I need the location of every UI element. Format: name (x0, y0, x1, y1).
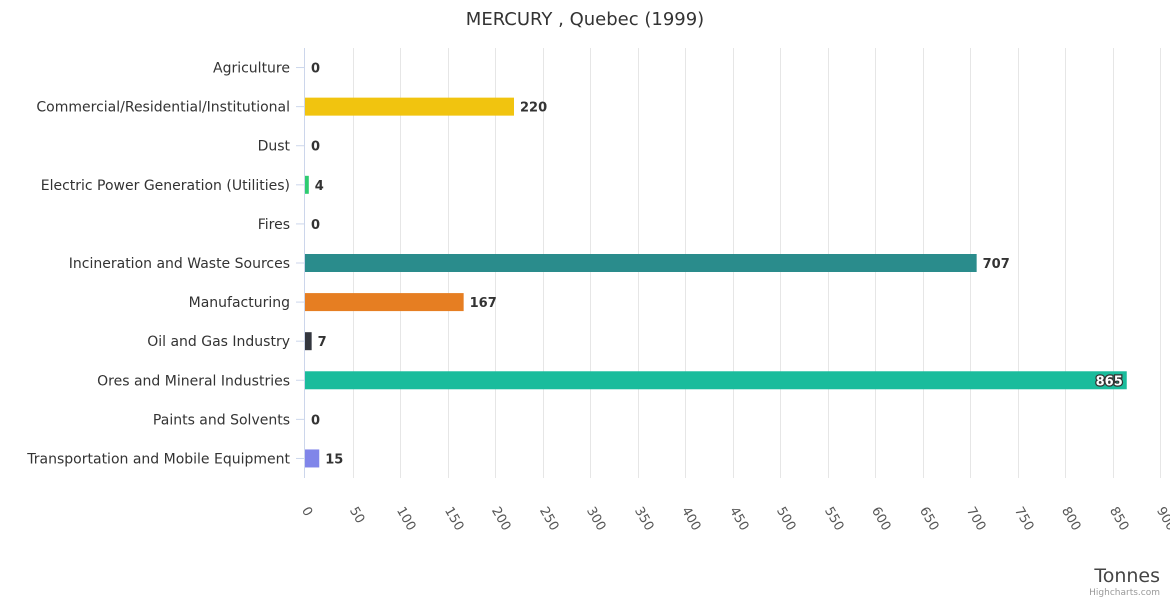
chart-title: MERCURY , Quebec (1999) (466, 9, 704, 30)
tick-label-250: 250 (536, 505, 561, 534)
category-label-10: Transportation and Mobile Equipment (26, 451, 290, 467)
data-label-1: 220 (520, 101, 547, 116)
category-label-9: Paints and Solvents (153, 412, 290, 428)
value-axis-ticks: 0 50 100 150 200 250 300 350 400 450 500 550 600 650 7… (298, 505, 1170, 534)
tick-label-550: 550 (821, 505, 846, 534)
tick-label-200: 200 (488, 505, 513, 534)
tick-label-0: 0 (298, 505, 315, 520)
data-label-10: 15 (325, 452, 343, 467)
data-label-4: 0 (311, 218, 320, 233)
tick-label-400: 400 (678, 505, 703, 534)
tick-label-50: 50 (346, 505, 367, 527)
category-label-3: Electric Power Generation (Utilities) (41, 178, 290, 194)
tick-label-700: 700 (963, 505, 988, 534)
tick-label-650: 650 (916, 505, 941, 534)
data-label-0: 0 (311, 62, 320, 77)
bars (305, 97, 1127, 468)
tick-label-900: 900 (1153, 505, 1170, 534)
bar-1 (305, 97, 514, 116)
tick-label-450: 450 (726, 505, 751, 534)
category-label-7: Oil and Gas Industry (147, 334, 290, 350)
bar-10 (305, 449, 320, 468)
category-label-4: Fires (258, 217, 290, 233)
bar-3 (305, 175, 309, 194)
data-labels: 0 220 0 4 0 707 167 7 865 0 15 (311, 62, 1124, 468)
value-axis-title: Tonnes (1093, 565, 1160, 587)
data-label-5: 707 (983, 257, 1010, 272)
data-label-9: 0 (311, 413, 320, 428)
tick-label-800: 800 (1058, 505, 1083, 534)
data-label-7: 7 (318, 335, 327, 350)
data-label-3: 4 (315, 179, 324, 194)
category-label-5: Incineration and Waste Sources (69, 256, 290, 272)
data-label-8: 865 (1096, 374, 1123, 389)
tick-label-100: 100 (393, 505, 418, 534)
bar-7 (305, 332, 312, 351)
tick-label-850: 850 (1106, 505, 1131, 534)
tick-label-350: 350 (631, 505, 656, 534)
credits[interactable]: Highcharts.com (1089, 588, 1160, 598)
tick-label-600: 600 (868, 505, 893, 534)
bar-6 (305, 293, 464, 312)
category-label-1: Commercial/Residential/Institutional (36, 100, 290, 116)
category-label-6: Manufacturing (189, 295, 290, 311)
category-label-2: Dust (258, 139, 291, 155)
tick-label-150: 150 (441, 505, 466, 534)
category-label-8: Ores and Mineral Industries (97, 373, 290, 389)
category-labels: Agriculture Commercial/Residential/Instit… (26, 61, 304, 467)
bar-5 (305, 254, 977, 272)
tick-label-300: 300 (583, 505, 608, 534)
data-label-6: 167 (470, 296, 497, 311)
tick-label-500: 500 (773, 505, 798, 534)
tick-label-750: 750 (1011, 505, 1036, 534)
bar-8 (305, 371, 1127, 390)
data-label-2: 0 (311, 140, 320, 155)
category-label-0: Agriculture (213, 61, 290, 77)
